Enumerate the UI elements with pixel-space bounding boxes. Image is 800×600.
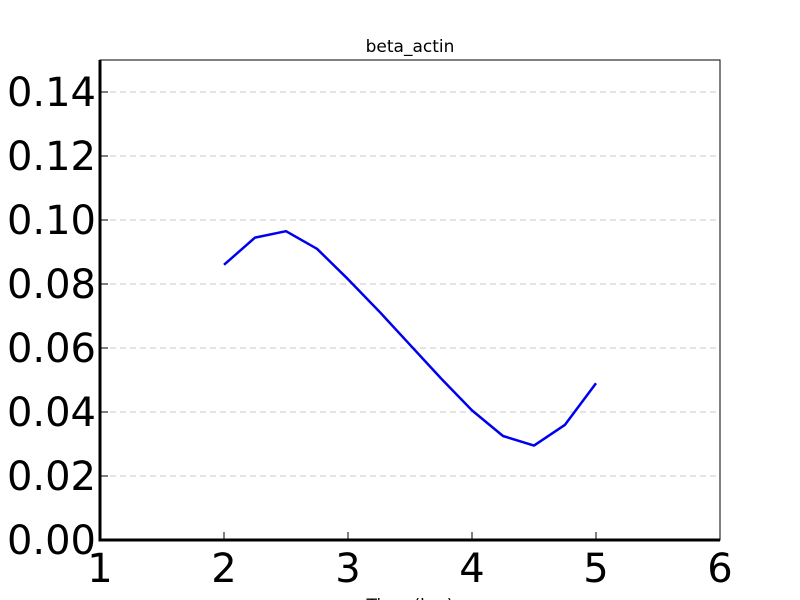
x-tick-label: 5	[583, 546, 608, 592]
y-tick-label: 0.00	[7, 518, 96, 564]
plot-frame	[99, 59, 721, 541]
y-tick-label: 0.04	[7, 390, 96, 436]
x-tick-label: 6	[707, 546, 732, 592]
y-tick-label: 0.12	[7, 134, 96, 180]
x-axis-label: Time (hrs)	[366, 596, 454, 600]
y-tick-label: 0.08	[7, 262, 96, 308]
x-tick-label: 2	[211, 546, 236, 592]
x-tick-label: 3	[335, 546, 360, 592]
x-tick-label: 4	[459, 546, 484, 592]
y-tick-label: 0.14	[7, 70, 96, 116]
y-tick-label: 0.06	[7, 326, 96, 372]
x-tick-label: 1	[87, 546, 112, 592]
chart-title: beta_actin	[366, 37, 455, 57]
y-tick-label: 0.02	[7, 454, 96, 500]
y-tick-label: 0.10	[7, 198, 96, 244]
data-line	[223, 229, 598, 447]
